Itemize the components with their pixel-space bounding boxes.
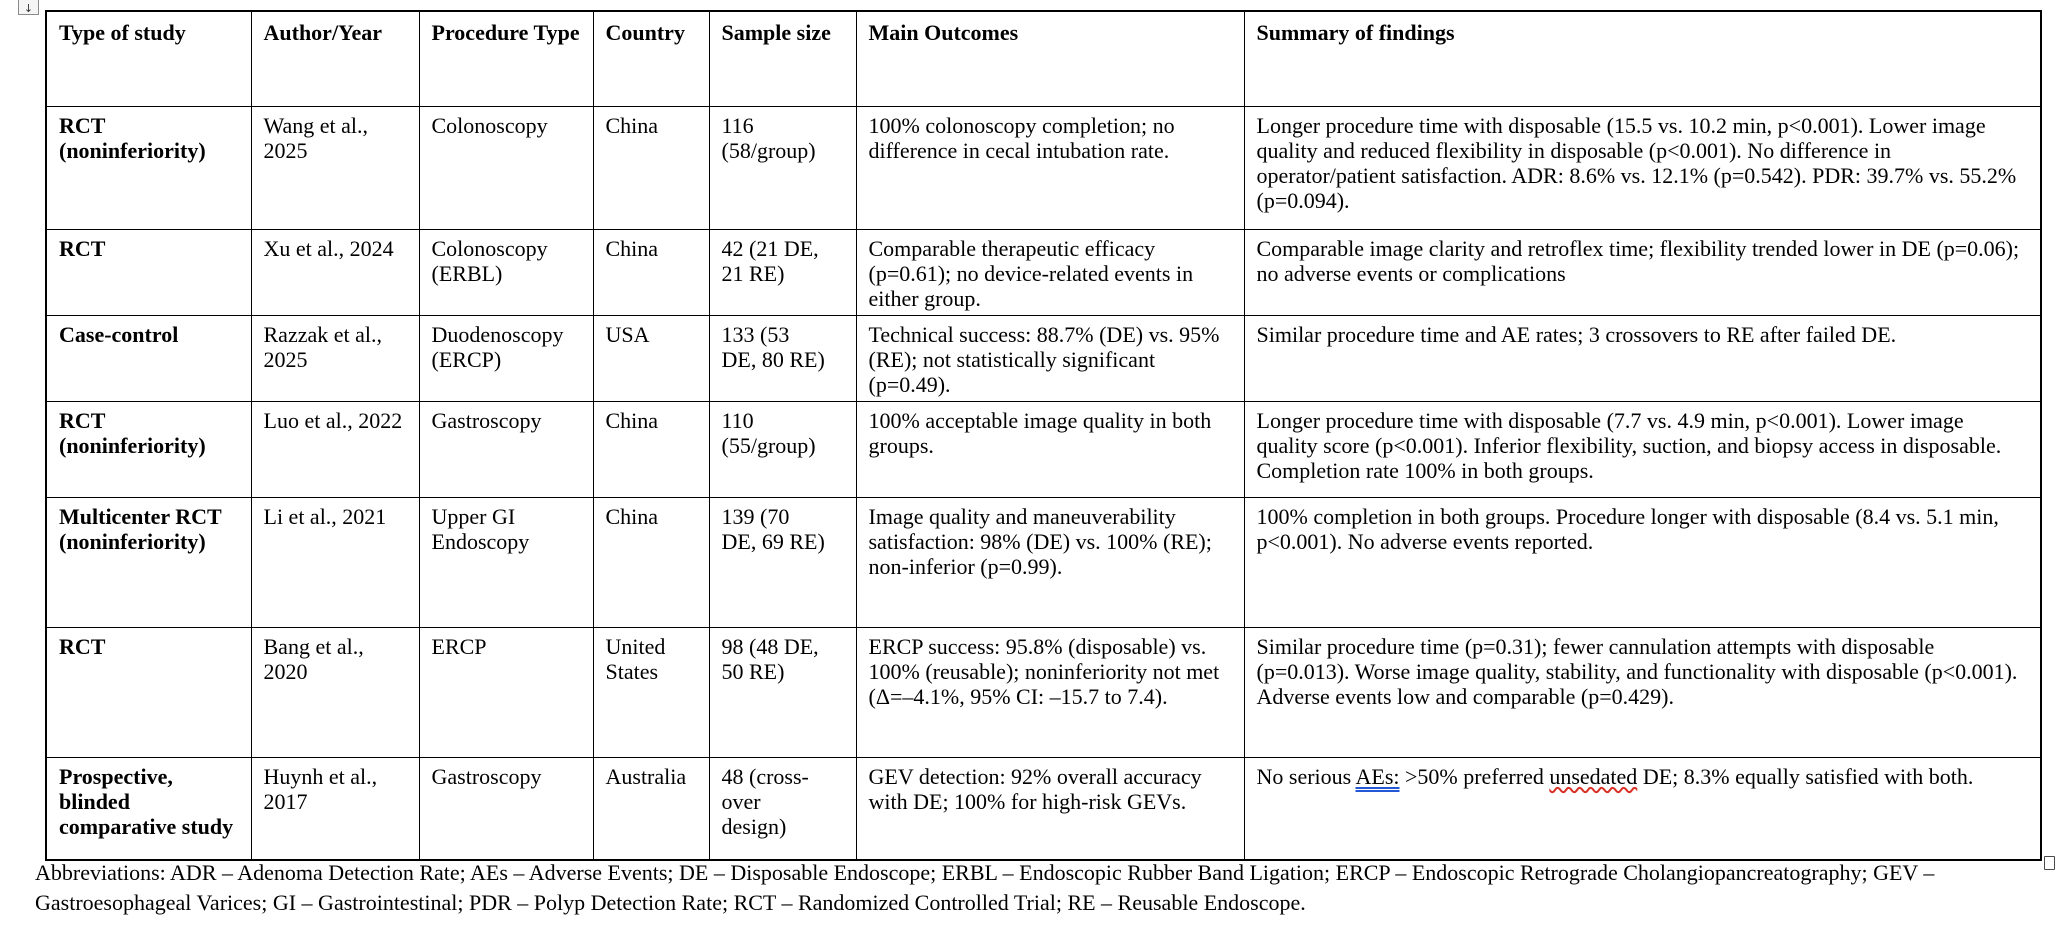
- cell-author-year[interactable]: Wang et al., 2025: [250, 105, 420, 230]
- cell-main-outcomes[interactable]: Image quality and maneuverability satisf…: [855, 496, 1245, 628]
- table-row: Prospective, blinded comparative study H…: [45, 756, 2042, 861]
- down-arrow-icon: ↓: [23, 2, 34, 15]
- cell-summary[interactable]: Longer procedure time with disposable (1…: [1243, 105, 2042, 230]
- abbreviations-note[interactable]: Abbreviations: ADR – Adenoma Detection R…: [35, 860, 1935, 915]
- cell-summary[interactable]: Comparable image clarity and retroflex t…: [1243, 228, 2042, 316]
- cell-author-year[interactable]: Bang et al., 2020: [250, 626, 420, 758]
- cell-author-year[interactable]: Razzak et al., 2025: [250, 314, 420, 402]
- cell-sample-size[interactable]: 116 (58/group): [708, 105, 857, 230]
- cell-author-year[interactable]: Luo et al., 2022: [250, 400, 420, 498]
- cell-author-year[interactable]: Huynh et al., 2017: [250, 756, 420, 861]
- col-header-sample-size[interactable]: Sample size: [708, 10, 857, 107]
- cell-country[interactable]: Australia: [592, 756, 710, 861]
- cell-main-outcomes[interactable]: GEV detection: 92% overall accuracy with…: [855, 756, 1245, 861]
- cell-main-outcomes[interactable]: ERCP success: 95.8% (disposable) vs. 100…: [855, 626, 1245, 758]
- cell-type-of-study[interactable]: Case-control: [45, 314, 252, 402]
- cell-country[interactable]: China: [592, 105, 710, 230]
- col-header-summary-of-findings[interactable]: Summary of findings: [1243, 10, 2042, 107]
- table-row: RCT (noninferiority) Luo et al., 2022 Ga…: [45, 400, 2042, 498]
- cell-main-outcomes[interactable]: 100% colonoscopy completion; no differen…: [855, 105, 1245, 230]
- cell-sample-size[interactable]: 98 (48 DE, 50 RE): [708, 626, 857, 758]
- table-row: RCT Bang et al., 2020 ERCP United States…: [45, 626, 2042, 758]
- cell-country[interactable]: China: [592, 400, 710, 498]
- table-row: RCT Xu et al., 2024 Colonoscopy (ERBL) C…: [45, 228, 2042, 316]
- cell-procedure-type[interactable]: Colonoscopy: [418, 105, 594, 230]
- table-row: RCT (noninferiority) Wang et al., 2025 C…: [45, 105, 2042, 230]
- col-header-main-outcomes[interactable]: Main Outcomes: [855, 10, 1245, 107]
- cell-sample-size[interactable]: 110 (55/group): [708, 400, 857, 498]
- cell-type-of-study[interactable]: RCT (noninferiority): [45, 105, 252, 230]
- table-resize-handle-icon[interactable]: [2044, 856, 2055, 870]
- col-header-author-year[interactable]: Author/Year: [250, 10, 420, 107]
- cell-summary[interactable]: 100% completion in both groups. Procedur…: [1243, 496, 2042, 628]
- cell-procedure-type[interactable]: Gastroscopy: [418, 756, 594, 861]
- cell-author-year[interactable]: Xu et al., 2024: [250, 228, 420, 316]
- cell-type-of-study[interactable]: RCT: [45, 626, 252, 758]
- cell-country[interactable]: China: [592, 496, 710, 628]
- cell-procedure-type[interactable]: Upper GI Endoscopy: [418, 496, 594, 628]
- table-row: Case-control Razzak et al., 2025 Duodeno…: [45, 314, 2042, 402]
- col-header-procedure-type[interactable]: Procedure Type: [418, 10, 594, 107]
- cell-type-of-study[interactable]: RCT (noninferiority): [45, 400, 252, 498]
- cell-sample-size[interactable]: 139 (70 DE, 69 RE): [708, 496, 857, 628]
- cell-type-of-study[interactable]: Prospective, blinded comparative study: [45, 756, 252, 861]
- cell-summary[interactable]: Similar procedure time (p=0.31); fewer c…: [1243, 626, 2042, 758]
- cell-main-outcomes[interactable]: 100% acceptable image quality in both gr…: [855, 400, 1245, 498]
- cell-main-outcomes[interactable]: Technical success: 88.7% (DE) vs. 95% (R…: [855, 314, 1245, 402]
- cell-procedure-type[interactable]: Colonoscopy (ERBL): [418, 228, 594, 316]
- cell-procedure-type[interactable]: Duodenoscopy (ERCP): [418, 314, 594, 402]
- cell-main-outcomes[interactable]: Comparable therapeutic efficacy (p=0.61)…: [855, 228, 1245, 316]
- cell-procedure-type[interactable]: ERCP: [418, 626, 594, 758]
- cell-country[interactable]: USA: [592, 314, 710, 402]
- col-header-country[interactable]: Country: [592, 10, 710, 107]
- cell-summary[interactable]: No serious AEs: >50% preferred unsedated…: [1243, 756, 2042, 861]
- table-anchor-button[interactable]: ↓: [18, 0, 39, 15]
- cell-procedure-type[interactable]: Gastroscopy: [418, 400, 594, 498]
- cell-sample-size[interactable]: 42 (21 DE, 21 RE): [708, 228, 857, 316]
- table-row: Multicenter RCT (noninferiority) Li et a…: [45, 496, 2042, 628]
- cell-summary[interactable]: Similar procedure time and AE rates; 3 c…: [1243, 314, 2042, 402]
- cell-country[interactable]: China: [592, 228, 710, 316]
- cell-summary[interactable]: Longer procedure time with disposable (7…: [1243, 400, 2042, 498]
- studies-table: Type of study Author/Year Procedure Type…: [45, 10, 2042, 861]
- cell-sample-size[interactable]: 48 (cross-over design): [708, 756, 857, 861]
- cell-sample-size[interactable]: 133 (53 DE, 80 RE): [708, 314, 857, 402]
- table-header-row: Type of study Author/Year Procedure Type…: [45, 10, 2042, 107]
- cell-author-year[interactable]: Li et al., 2021: [250, 496, 420, 628]
- col-header-type-of-study[interactable]: Type of study: [45, 10, 252, 107]
- cell-type-of-study[interactable]: RCT: [45, 228, 252, 316]
- cell-country[interactable]: United States: [592, 626, 710, 758]
- cell-type-of-study[interactable]: Multicenter RCT (noninferiority): [45, 496, 252, 628]
